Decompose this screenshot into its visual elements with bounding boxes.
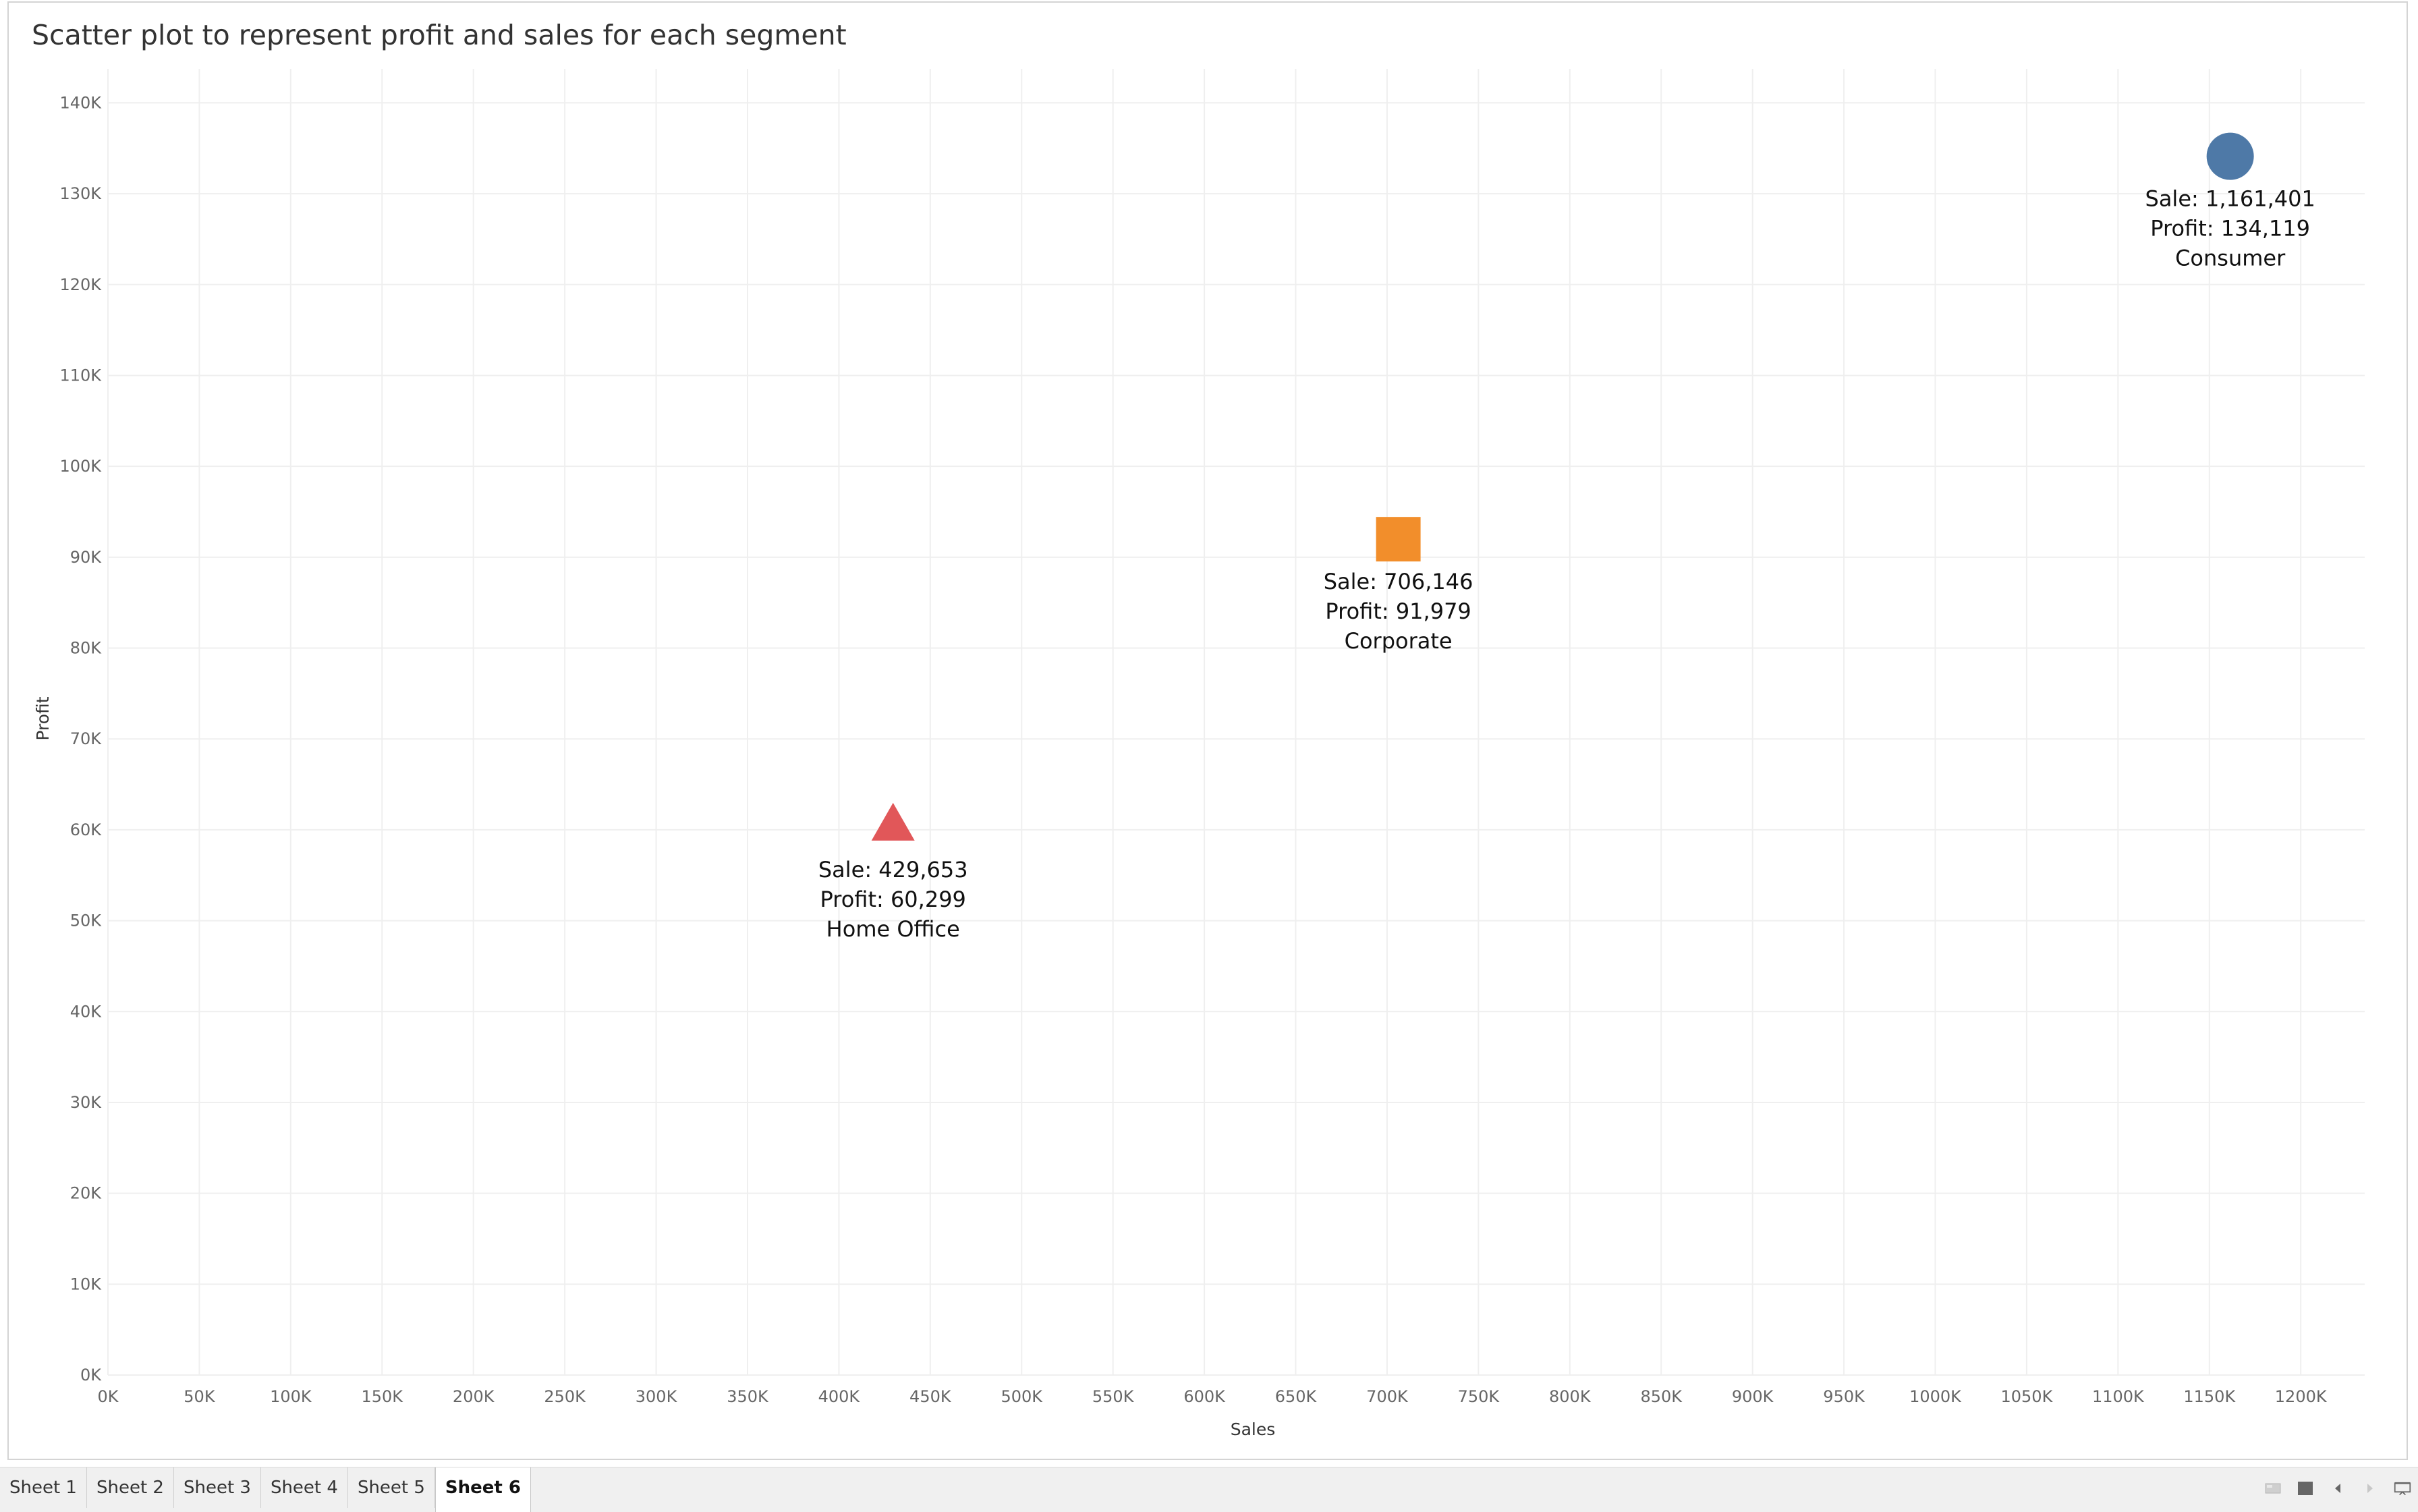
x-tick-label: 1000K: [1909, 1387, 1962, 1406]
sheet-tab-5[interactable]: Sheet 5: [348, 1467, 435, 1508]
x-tick-label: 1100K: [2092, 1387, 2145, 1406]
mark-label: Consumer: [2175, 246, 2286, 271]
sheet-tabs: Sheet 1 Sheet 2 Sheet 3 Sheet 4 Sheet 5 …: [0, 1467, 531, 1512]
next-sheet-icon[interactable]: [2361, 1480, 2379, 1497]
x-tick-label: 600K: [1183, 1387, 1226, 1406]
scatter-chart: 0K 50K 100K 150K 200K 250K 300K 350K 400K 450K 500…: [33, 69, 2365, 1439]
mark-label: Sale: 706,146: [1324, 569, 1473, 594]
x-axis-title: Sales: [1231, 1420, 1276, 1439]
chart-title: Scatter plot to represent profit and sal…: [32, 19, 847, 51]
x-tick-label: 1050K: [2001, 1387, 2054, 1406]
y-tick-label: 100K: [59, 457, 102, 476]
y-tick-label: 110K: [59, 366, 102, 385]
y-tick-label: 60K: [70, 820, 103, 839]
y-tick-label: 140K: [59, 93, 102, 112]
x-tick-label: 150K: [362, 1387, 404, 1406]
x-tick-label: 200K: [453, 1387, 495, 1406]
axis-ticks: 0K 50K 100K 150K 200K 250K 300K 350K 400K 450K 500…: [59, 93, 2327, 1406]
mark-label: Profit: 91,979: [1325, 598, 1471, 624]
previous-sheet-icon[interactable]: [2329, 1480, 2346, 1497]
y-tick-label: 20K: [70, 1184, 103, 1203]
y-tick-label: 90K: [70, 548, 103, 567]
y-axis-title: Profit: [33, 696, 53, 740]
y-tick-label: 50K: [70, 912, 103, 930]
x-tick-label: 500K: [1001, 1387, 1043, 1406]
y-tick-label: 120K: [59, 275, 102, 294]
y-tick-label: 80K: [70, 639, 103, 658]
x-tick-label: 1200K: [2275, 1387, 2328, 1406]
x-tick-label: 800K: [1549, 1387, 1592, 1406]
x-tick-label: 650K: [1275, 1387, 1318, 1406]
y-tick-label: 30K: [70, 1093, 103, 1112]
point-consumer[interactable]: Sale: 1,161,401 Profit: 134,119 Consumer: [2145, 132, 2315, 271]
x-tick-label: 900K: [1732, 1387, 1774, 1406]
mark-label: Sale: 429,653: [818, 857, 968, 883]
x-tick-label: 0K: [97, 1387, 119, 1406]
sheet-tab-4[interactable]: Sheet 4: [261, 1467, 348, 1508]
sheet-tab-bar: Sheet 1 Sheet 2 Sheet 3 Sheet 4 Sheet 5 …: [0, 1467, 2418, 1512]
y-tick-label: 130K: [59, 184, 102, 203]
sheet-tab-3[interactable]: Sheet 3: [174, 1467, 261, 1508]
x-tick-label: 1150K: [2183, 1387, 2236, 1406]
point-home-office[interactable]: Sale: 429,653 Profit: 60,299 Home Office: [818, 802, 968, 942]
show-sheets-icon[interactable]: [2264, 1480, 2282, 1497]
x-tick-label: 450K: [909, 1387, 952, 1406]
filmstrip-icon[interactable]: [2297, 1480, 2314, 1497]
mark-label: Profit: 60,299: [820, 887, 966, 912]
viz-frame: Scatter plot to represent profit and sal…: [7, 1, 2408, 1460]
y-tick-label: 0K: [80, 1366, 102, 1384]
mark-label: Corporate: [1345, 628, 1453, 654]
grid-lines: [107, 69, 2365, 1376]
sheet-tab-2[interactable]: Sheet 2: [87, 1467, 174, 1508]
x-tick-label: 300K: [636, 1387, 678, 1406]
point-corporate[interactable]: Sale: 706,146 Profit: 91,979 Corporate: [1324, 517, 1473, 654]
x-tick-label: 750K: [1458, 1387, 1500, 1406]
circle-marker[interactable]: [2206, 132, 2254, 180]
x-tick-label: 50K: [184, 1387, 216, 1406]
x-tick-label: 850K: [1640, 1387, 1683, 1406]
y-tick-label: 40K: [70, 1002, 103, 1021]
triangle-marker[interactable]: [871, 802, 915, 841]
sheet-tab-6[interactable]: Sheet 6: [434, 1467, 531, 1512]
x-tick-label: 100K: [270, 1387, 312, 1406]
x-tick-label: 250K: [544, 1387, 586, 1406]
bottom-controls: [2264, 1480, 2411, 1497]
mark-label: Profit: 134,119: [2150, 216, 2310, 242]
mark-label: Sale: 1,161,401: [2145, 186, 2315, 212]
x-tick-label: 950K: [1823, 1387, 1865, 1406]
x-tick-label: 700K: [1366, 1387, 1409, 1406]
x-tick-label: 400K: [818, 1387, 861, 1406]
y-tick-label: 70K: [70, 729, 103, 748]
mark-label: Home Office: [826, 916, 960, 942]
x-tick-label: 550K: [1092, 1387, 1135, 1406]
y-tick-label: 10K: [70, 1275, 103, 1293]
square-marker[interactable]: [1376, 517, 1421, 562]
x-tick-label: 350K: [727, 1387, 769, 1406]
sheet-tab-1[interactable]: Sheet 1: [0, 1467, 87, 1508]
presentation-mode-icon[interactable]: [2394, 1480, 2411, 1497]
